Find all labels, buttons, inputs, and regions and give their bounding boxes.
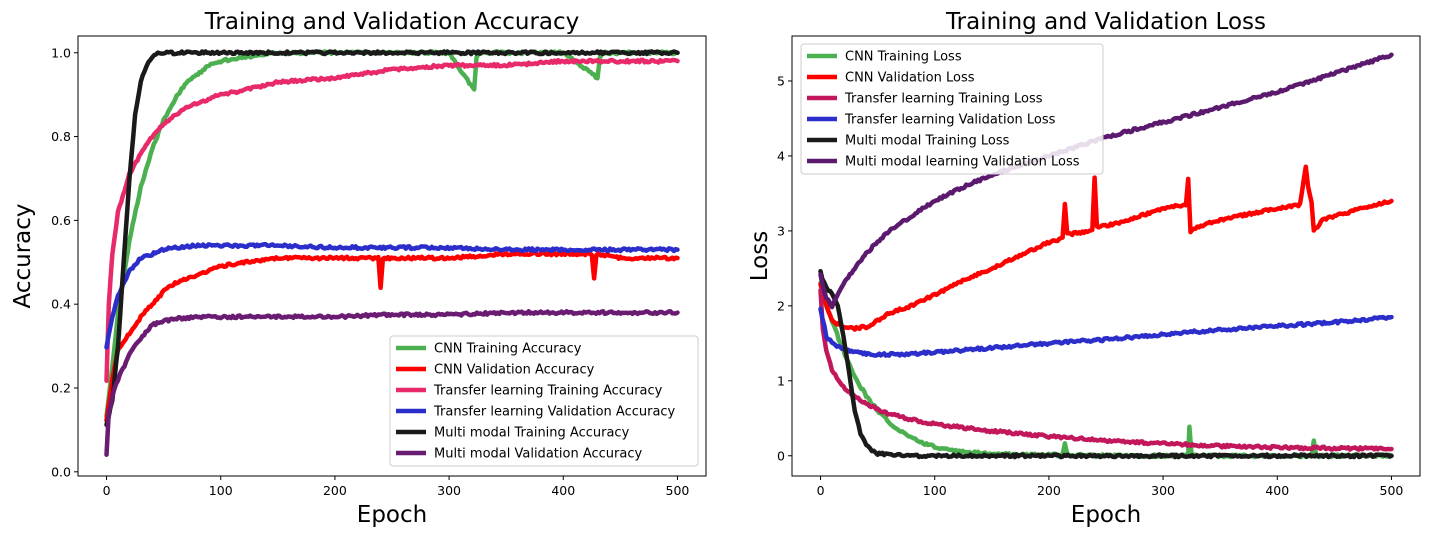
legend-label-3: Transfer learning Validation Loss [844,113,1056,128]
y-tick-label: 5 [777,73,785,88]
series-line-5 [818,52,1394,310]
x-tick-label: 200 [323,483,347,498]
y-tick-label: 0 [777,448,785,463]
series-line-4 [104,49,680,428]
series-line-3 [104,241,680,350]
y-tick-label: 1 [777,373,785,388]
legend-label-3: Transfer learning Validation Accuracy [433,405,676,420]
legend-box [389,335,699,467]
y-tick-label: 1.0 [51,45,71,60]
y-tick-label: 2 [777,298,785,313]
legend-label-4: Multi modal Training Loss [845,134,1010,149]
x-axis-label: Epoch [357,502,427,528]
x-tick-label: 300 [437,483,461,498]
y-tick-label: 3 [777,223,785,238]
x-tick-label: 500 [666,483,690,498]
legend-label-1: CNN Validation Loss [845,71,975,86]
series-line-1 [818,164,1394,332]
legend-label-2: Transfer learning Training Accuracy [433,384,663,399]
legend: CNN Training Loss CNN Validation Loss Tran… [800,43,1104,175]
legend-label-5: Multi modal learning Validation Loss [845,155,1080,170]
loss-chart: 0 100 200 300 400 500 0 1 2 3 4 5 Training and Valid… [747,9,1421,528]
legend-label-2: Transfer learning Training Loss [844,92,1043,107]
y-tick-label: 0.0 [51,464,71,479]
chart-title: Training and Validation Accuracy [204,9,580,35]
x-tick-label: 100 [209,483,233,498]
legend-label-1: CNN Validation Accuracy [434,363,595,378]
series-line-2 [104,57,680,383]
y-tick-label: 0.4 [51,297,71,312]
series-line-4 [818,268,1394,460]
legend: CNN Training Accuracy CNN Validation Accu… [389,335,699,467]
x-tick-label: 0 [817,483,825,498]
legend-box [800,43,1104,175]
x-tick-label: 400 [1265,483,1289,498]
axes-frame [791,35,1421,477]
y-tick-label: 0.6 [51,213,71,228]
accuracy-chart: 0 100 200 300 400 500 0.0 0.2 0.4 0.6 0.8 1.0 Traini… [10,9,707,528]
series-line-5 [104,309,680,457]
series-line-3 [818,306,1394,358]
x-tick-label: 500 [1380,483,1404,498]
series-line-2 [818,287,1394,452]
x-tick-label: 100 [923,483,947,498]
legend-label-0: CNN Training Loss [845,50,962,65]
x-axis-label: Epoch [1071,502,1141,528]
legend-label-5: Multi modal Validation Accuracy [434,447,642,462]
y-tick-label: 4 [777,148,785,163]
y-tick-label: 0.2 [51,381,71,396]
x-tick-label: 200 [1037,483,1061,498]
series-line-1 [104,250,680,423]
y-tick-label: 0.8 [51,129,71,144]
chart-title: Training and Validation Loss [945,9,1266,35]
legend-label-4: Multi modal Training Accuracy [434,426,630,441]
x-tick-label: 300 [1151,483,1175,498]
series-group [818,52,1394,460]
x-tick-label: 0 [103,483,111,498]
legend-label-0: CNN Training Accuracy [434,342,582,357]
y-axis-label: Loss [747,231,773,281]
y-axis-label: Accuracy [10,203,36,308]
axes-frame [77,35,707,477]
series-group [104,49,680,457]
x-tick-label: 400 [551,483,575,498]
